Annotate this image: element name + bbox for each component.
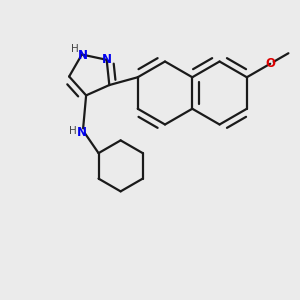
Text: O: O	[265, 57, 275, 70]
Text: N: N	[76, 126, 87, 139]
Text: H: H	[69, 126, 77, 136]
Text: N: N	[78, 49, 88, 62]
Text: N: N	[102, 53, 112, 66]
Text: H: H	[71, 44, 79, 54]
